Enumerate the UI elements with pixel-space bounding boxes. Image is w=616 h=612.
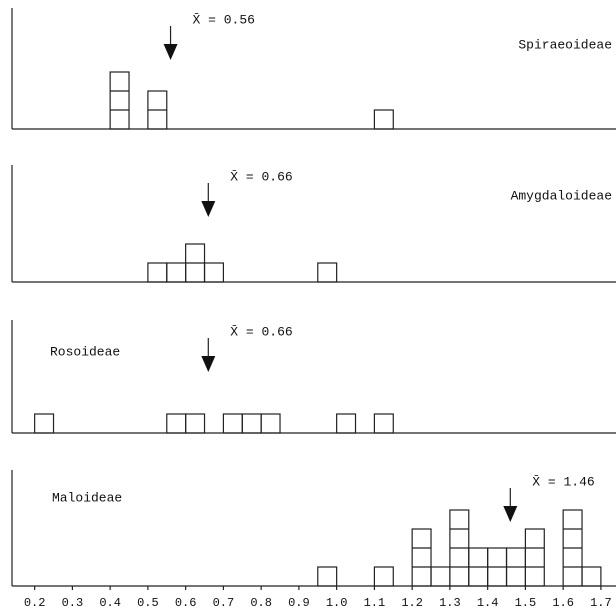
- bar: [317, 262, 338, 283]
- x-tick-label: 0.6: [175, 596, 197, 610]
- x-tick-label: 1.7: [590, 596, 612, 610]
- bar: [109, 71, 130, 130]
- x-tick-label: 1.6: [552, 596, 574, 610]
- bar: [336, 413, 357, 434]
- mean-label: X̄ = 0.56: [193, 12, 255, 27]
- bar: [241, 413, 262, 434]
- bar: [222, 413, 243, 434]
- mean-arrow-head: [503, 506, 518, 522]
- mean-label: X̄ = 0.66: [230, 324, 292, 339]
- bar: [373, 109, 394, 130]
- panel-label: Amygdaloideae: [511, 188, 612, 203]
- x-tick-label: 0.7: [213, 596, 235, 610]
- x-tick-label: 0.3: [62, 596, 84, 610]
- mean-label: X̄ = 0.66: [230, 169, 292, 184]
- mean-arrow-head: [163, 44, 178, 60]
- mean-arrow-head: [201, 201, 216, 217]
- x-tick-label: 1.2: [401, 596, 423, 610]
- bar: [260, 413, 281, 434]
- bar: [185, 413, 206, 434]
- mean-arrow-head: [201, 356, 216, 372]
- x-tick-label: 1.3: [439, 596, 461, 610]
- bar: [166, 262, 187, 283]
- mean-label: X̄ = 1.46: [532, 474, 594, 489]
- x-tick-label: 0.5: [137, 596, 159, 610]
- bar: [524, 528, 545, 587]
- x-tick-label: 1.1: [364, 596, 386, 610]
- bar: [147, 262, 168, 283]
- bar: [581, 566, 602, 587]
- panel-label: Rosoideae: [50, 344, 120, 359]
- x-tick-label: 1.5: [515, 596, 537, 610]
- bar: [166, 413, 187, 434]
- x-tick-label: 0.8: [250, 596, 272, 610]
- x-tick-label: 0.2: [24, 596, 46, 610]
- bar: [203, 262, 224, 283]
- bar: [373, 413, 394, 434]
- bar: [34, 413, 55, 434]
- x-tick-label: 1.0: [326, 596, 348, 610]
- bar: [373, 566, 394, 587]
- x-tick-label: 1.4: [477, 596, 499, 610]
- panel-label: Spiraeoideae: [518, 37, 612, 52]
- x-tick-label: 0.9: [288, 596, 310, 610]
- bar: [411, 528, 432, 587]
- bar: [430, 566, 451, 587]
- panel-label: Maloideae: [52, 490, 122, 505]
- x-tick-label: 0.4: [99, 596, 121, 610]
- bar: [317, 566, 338, 587]
